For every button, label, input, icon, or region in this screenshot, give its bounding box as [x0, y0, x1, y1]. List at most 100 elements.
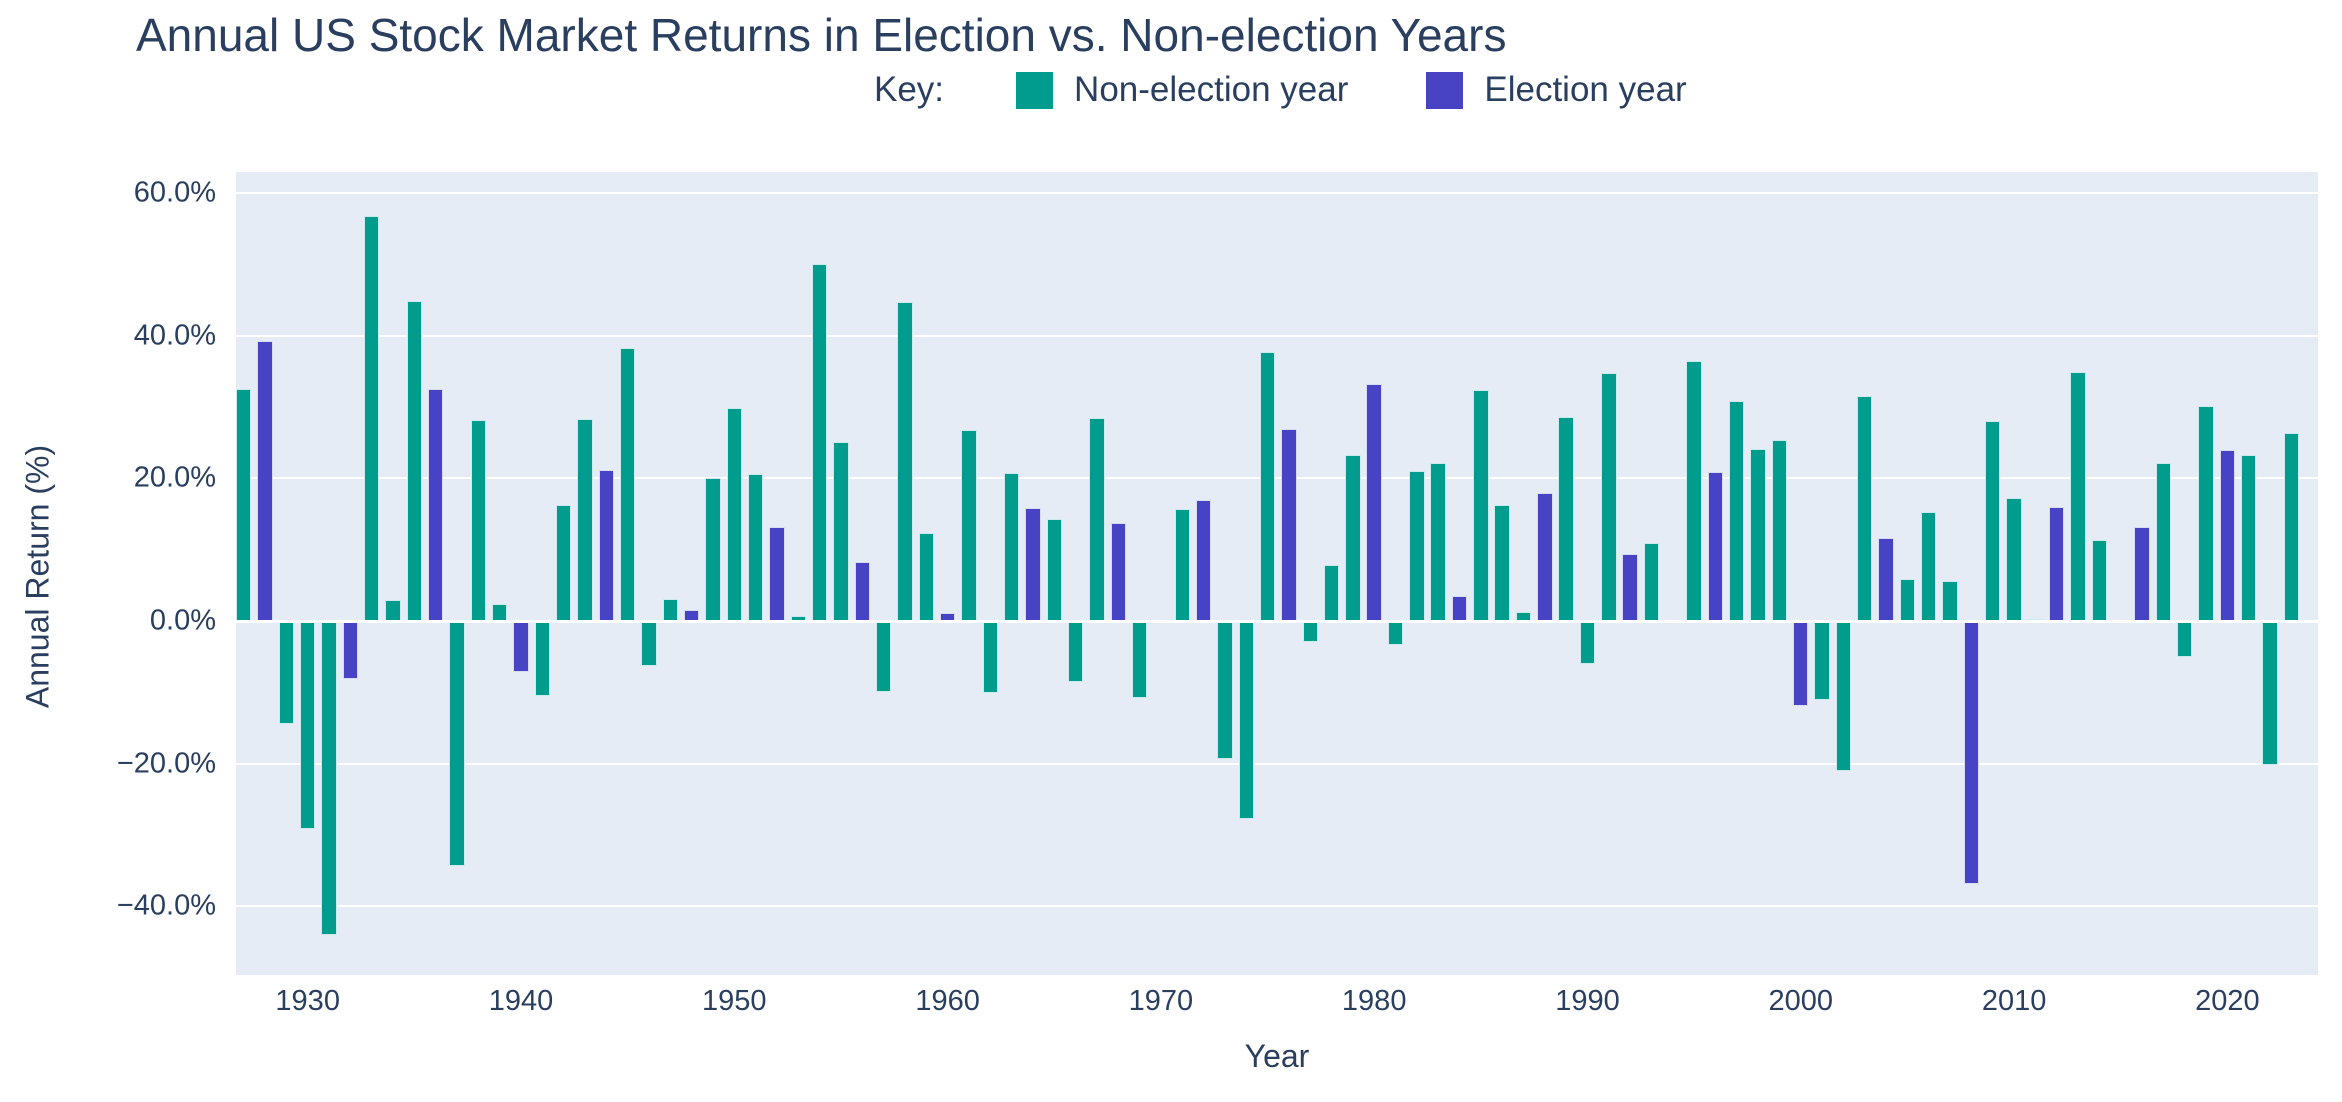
bar-1978-non-election[interactable]: [1323, 565, 1340, 621]
bar-1985-non-election[interactable]: [1473, 389, 1489, 621]
bar-1939-non-election[interactable]: [491, 603, 508, 621]
bar-1997-non-election[interactable]: [1729, 401, 1745, 621]
bar-1958-non-election[interactable]: [897, 302, 913, 621]
bar-1981-non-election[interactable]: [1387, 621, 1404, 646]
bar-1949-non-election[interactable]: [705, 478, 721, 621]
bar-1944-election[interactable]: [598, 469, 614, 621]
bar-1971-non-election[interactable]: [1174, 508, 1190, 621]
bar-1950-non-election[interactable]: [726, 407, 742, 621]
bar-1989-non-election[interactable]: [1558, 416, 1574, 621]
bar-1995-non-election[interactable]: [1686, 360, 1702, 621]
bar-2021-non-election[interactable]: [2241, 454, 2257, 621]
bar-1930-non-election[interactable]: [299, 621, 316, 829]
bar-2000-election[interactable]: [1793, 621, 1809, 706]
bar-1955-non-election[interactable]: [833, 441, 849, 621]
bar-1929-non-election[interactable]: [278, 621, 295, 724]
legend-item-label: Election year: [1484, 70, 1687, 109]
bar-1942-non-election[interactable]: [555, 505, 572, 621]
bar-2009-non-election[interactable]: [1985, 420, 2001, 621]
bar-2023-non-election[interactable]: [2283, 433, 2300, 621]
bar-2019-non-election[interactable]: [2198, 406, 2214, 621]
bar-2018-non-election[interactable]: [2177, 621, 2193, 658]
bar-1988-election[interactable]: [1537, 493, 1553, 621]
bar-1976-election[interactable]: [1281, 429, 1297, 621]
bar-1959-non-election[interactable]: [918, 532, 934, 621]
bar-1967-non-election[interactable]: [1089, 417, 1105, 621]
bar-1943-non-election[interactable]: [577, 419, 593, 621]
bar-1993-non-election[interactable]: [1643, 543, 1660, 621]
bar-1979-non-election[interactable]: [1345, 455, 1361, 621]
bar-1974-non-election[interactable]: [1238, 621, 1254, 819]
bar-2022-non-election[interactable]: [2262, 621, 2278, 766]
gridline-40.0: [236, 334, 2318, 337]
bar-1954-non-election[interactable]: [811, 263, 828, 621]
bar-1956-election[interactable]: [854, 562, 870, 621]
bar-1992-election[interactable]: [1622, 553, 1638, 621]
bar-1983-non-election[interactable]: [1430, 462, 1446, 621]
bar-1934-non-election[interactable]: [385, 599, 401, 621]
bar-1968-election[interactable]: [1110, 522, 1126, 621]
bar-1952-election[interactable]: [769, 526, 785, 621]
bar-1931-non-election[interactable]: [321, 621, 337, 935]
bar-1927-non-election[interactable]: [236, 389, 252, 621]
bar-1947-non-election[interactable]: [662, 598, 678, 621]
bar-1962-non-election[interactable]: [982, 621, 998, 694]
bar-1980-election[interactable]: [1366, 384, 1382, 621]
bar-2010-non-election[interactable]: [2006, 497, 2022, 621]
bar-2008-election[interactable]: [1963, 621, 1980, 884]
bar-2004-election[interactable]: [1878, 537, 1894, 621]
bar-1933-non-election[interactable]: [363, 215, 380, 621]
bar-2020-election[interactable]: [2219, 450, 2236, 621]
bar-1966-non-election[interactable]: [1067, 621, 1084, 683]
x-tick-label-1970: 1970: [1128, 985, 1194, 1017]
bar-1998-non-election[interactable]: [1750, 449, 1766, 621]
bar-1977-non-election[interactable]: [1302, 621, 1318, 643]
bar-1973-non-election[interactable]: [1217, 621, 1233, 759]
bar-1990-non-election[interactable]: [1579, 621, 1596, 664]
bar-1935-non-election[interactable]: [406, 301, 423, 621]
bar-1975-non-election[interactable]: [1259, 352, 1276, 621]
bar-2006-non-election[interactable]: [1921, 511, 1937, 621]
bar-2016-election[interactable]: [2134, 526, 2150, 621]
bar-1965-non-election[interactable]: [1046, 518, 1062, 621]
bar-1964-election[interactable]: [1025, 507, 1041, 621]
bar-2014-non-election[interactable]: [2091, 539, 2108, 621]
y-tick-label: −40.0%: [116, 889, 216, 922]
bar-2013-non-election[interactable]: [2070, 371, 2086, 621]
bar-1936-election[interactable]: [427, 389, 444, 621]
bar-1999-non-election[interactable]: [1771, 439, 1788, 621]
legend-item-label: Non-election year: [1074, 70, 1349, 109]
bar-2003-non-election[interactable]: [1857, 396, 1873, 621]
bar-1972-election[interactable]: [1195, 500, 1212, 621]
bar-2012-election[interactable]: [2049, 506, 2065, 621]
y-tick-label: 60.0%: [133, 176, 216, 209]
bar-1957-non-election[interactable]: [875, 621, 892, 693]
bar-1938-non-election[interactable]: [470, 419, 487, 621]
legend-item-non-election[interactable]: Non-election year: [1016, 70, 1348, 110]
bar-1969-non-election[interactable]: [1131, 621, 1148, 699]
bar-1940-election[interactable]: [513, 621, 529, 673]
bar-1991-non-election[interactable]: [1601, 373, 1617, 621]
bar-1946-non-election[interactable]: [641, 621, 657, 666]
bar-1961-non-election[interactable]: [961, 429, 977, 621]
legend-key-label: Key:: [874, 70, 945, 109]
bar-1996-election[interactable]: [1707, 471, 1724, 621]
bar-1945-non-election[interactable]: [619, 347, 636, 621]
bar-1932-election[interactable]: [342, 621, 359, 679]
bar-2017-non-election[interactable]: [2155, 462, 2172, 621]
bar-2005-non-election[interactable]: [1899, 578, 1916, 621]
bar-1984-election[interactable]: [1451, 596, 1468, 621]
bar-2007-non-election[interactable]: [1942, 581, 1958, 621]
x-tick-label-2010: 2010: [1981, 985, 2047, 1017]
chart-title: Annual US Stock Market Returns in Electi…: [136, 9, 1507, 61]
bar-2002-non-election[interactable]: [1835, 621, 1852, 771]
legend-item-election[interactable]: Election year: [1426, 70, 1687, 110]
bar-1928-election[interactable]: [257, 341, 273, 621]
bar-1941-non-election[interactable]: [534, 621, 550, 696]
bar-2001-non-election[interactable]: [1814, 621, 1830, 701]
bar-1937-non-election[interactable]: [449, 621, 465, 867]
bar-1951-non-election[interactable]: [747, 474, 764, 621]
bar-1982-non-election[interactable]: [1409, 471, 1425, 621]
bar-1986-non-election[interactable]: [1494, 505, 1510, 621]
bar-1963-non-election[interactable]: [1003, 472, 1020, 621]
